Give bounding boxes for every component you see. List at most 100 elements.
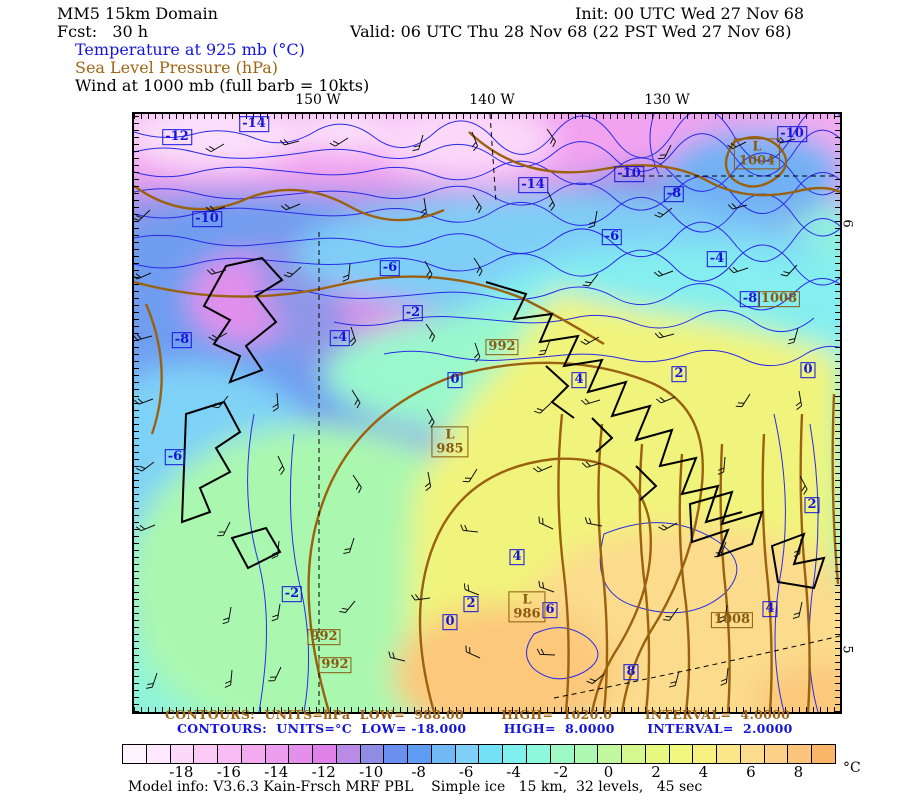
wind-barb-icon [538,580,555,593]
pressure-low-marker: L 1004 [733,138,781,170]
colorbar-cell [264,745,289,763]
wind-barb-icon [206,268,227,275]
colorbar-cell [716,745,740,763]
pressure-field-label: Sea Level Pressure (hPa) [75,58,279,77]
pressure-contour-label: 992 [318,657,352,673]
colorbar-cell [763,745,788,763]
wind-barb-icon [533,402,552,414]
wind-barb-icon [654,331,675,339]
temp-contour-label: -6 [379,260,401,276]
wind-barb-icon [669,670,680,688]
wind-barb-icon [795,390,803,411]
pressure-contour-label: 992 [307,629,341,645]
wind-barb-icon [462,468,478,483]
temp-contour-label: 2 [804,497,820,513]
model-info-footer: Model info: V3.6.3 Kain-Frsch MRF PBL Si… [128,779,703,795]
temp-contour-label: -2 [402,305,424,321]
wind-barb-icon [792,601,803,619]
forecast-hour-label: Fcst: 30 h [57,22,149,41]
temp-contour-label: -10 [777,126,807,142]
wind-barb-icon [663,607,679,621]
wind-barb-icon [351,389,361,409]
colorbar-cell [454,745,479,763]
colorbar-cell [335,745,360,763]
temp-contour-label: -8 [171,332,193,348]
wind-barb-icon [727,203,748,210]
wind-barb-icon [584,517,603,527]
longitude-tick-label: 140 W [469,92,515,108]
wind-barb-icon [268,666,282,682]
wind-barb-icon [424,260,433,280]
wind-barb-icon [536,648,556,656]
colorbar-cell [312,745,336,763]
colorbar-cell [502,745,527,763]
colorbar-cell [123,745,146,763]
pressure-contour-label: 992 [485,339,519,355]
wind-barb-icon [717,456,726,475]
init-time-label: Init: 00 UTC Wed 27 Nov 68 [575,4,805,23]
wind-barb-icon [547,191,555,211]
temp-contour-label: -10 [192,211,222,227]
wind-barb-icon [538,516,554,530]
wind-barb-icon [658,522,678,531]
colorbar-cell [739,745,764,763]
colorbar-cell [288,745,313,763]
longitude-tick-label: 130 W [644,92,690,108]
colorbar-cell [217,745,241,763]
wind-barb-icon [588,210,598,229]
wind-barb-icon [714,541,727,558]
wind-barb-icon [279,138,300,146]
wind-barb-icon [342,263,351,282]
wind-barb-icon [146,672,158,689]
wind-barb-icon [473,342,481,363]
wind-barb-icon [532,465,553,473]
wind-barb-icon [655,396,676,404]
temperature-field-label: Temperature at 925 mb (°C) [75,40,305,59]
wind-barb-icon [580,336,600,345]
wind-barb-icon [272,392,279,412]
temp-contour-label: 6 [542,602,558,618]
colorbar-cells [122,744,836,764]
wind-field-label: Wind at 1000 mb (full barb = 10kts) [75,76,370,95]
wind-barb-icon [352,474,362,494]
wind-barb-icon [212,395,229,409]
temp-contour-label: -14 [239,116,269,132]
wind-barb-icon [222,606,232,625]
wind-barb-icon [465,645,481,659]
temperature-contour-info: CONTOURS: UNITS=°C LOW= -18.000 HIGH= 8.… [177,721,793,736]
temp-contour-label: -6 [164,449,186,465]
wind-barb-icon [217,521,231,537]
colorbar-cell [597,745,622,763]
colorbar-cell [240,745,265,763]
colorbar-tick-label: -2 [553,763,569,781]
colorbar-tick-label: 4 [698,763,709,781]
temp-contour-label: 2 [671,366,687,382]
colorbar-ticks: -18 -16 -14 -12 -10 -8 -6 -4 -2 0 2 4 6 8 [122,763,834,781]
wind-barb-icon [463,583,480,596]
colorbar-cell [193,745,218,763]
temp-contour-label: -2 [281,586,303,602]
wind-barb-icon [538,339,551,356]
colorbar-tick-label: -16 [216,763,241,781]
temp-contour-label: -6 [601,229,623,245]
wind-barb-icon [388,651,406,662]
colorbar-cell [526,745,550,763]
coastline-layer [180,256,826,590]
colorbar-tick-label: -4 [506,763,521,781]
colorbar-cell [668,745,693,763]
temp-contour-label: 4 [509,549,525,565]
colorbar-tick-label: -8 [411,763,426,781]
wind-barb-icon [343,537,355,555]
wind-barb-icon [653,270,674,277]
colorbar-tick-label: -10 [359,763,384,781]
temp-contour-label: -10 [614,166,644,182]
wind-barb-icon [426,408,435,428]
wind-barb-icon [793,538,802,557]
colorbar-cell [811,745,835,763]
wind-barb-icon [799,475,808,495]
temp-contour-label: -14 [518,177,548,193]
wind-barb-icon [582,273,599,287]
colorbar-cell [573,745,598,763]
wind-barb-icon [412,134,424,152]
wind-barb-icon [580,398,601,405]
